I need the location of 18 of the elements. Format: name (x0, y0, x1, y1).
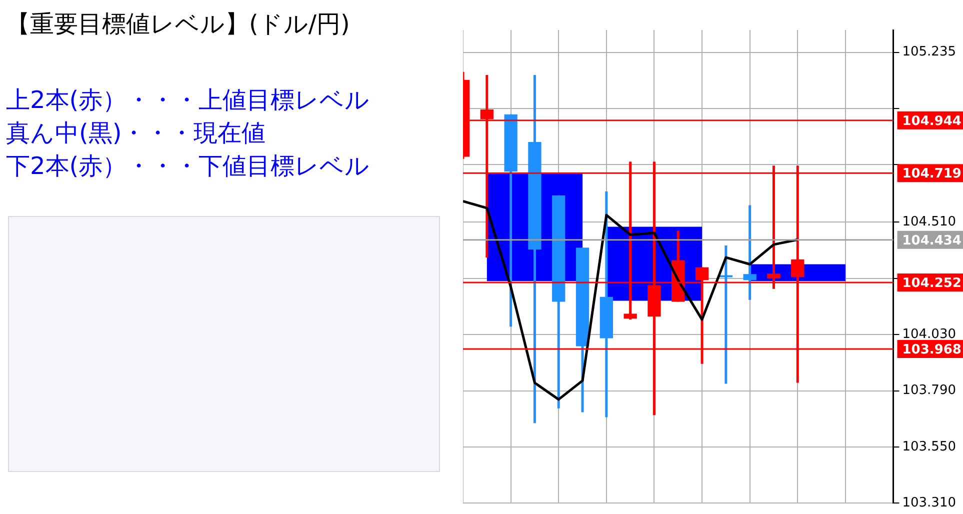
y-tick-label: 103.790 (902, 383, 956, 398)
y-tick-label: 105.235 (902, 44, 956, 60)
candlestick (528, 74, 542, 424)
candlestick (719, 244, 732, 385)
candlestick (743, 204, 756, 302)
text: 真ん中(黒)・・・現在値 (6, 118, 266, 149)
ref-line-label: 103.968 (902, 342, 962, 358)
y-tick-label: 104.030 (902, 326, 956, 342)
y-tick-label: 103.310 (902, 496, 956, 511)
ref-line-label: 104.434 (902, 233, 962, 248)
y-tick-label: 103.550 (902, 439, 956, 454)
ref-line-label: 104.944 (902, 114, 962, 129)
text: 上2本(赤）・・・上値目標レベル (6, 85, 370, 116)
text: 下2本(赤）・・・下値目標レベル (6, 151, 370, 182)
ref-line-label: 104.719 (902, 166, 962, 182)
y-tick-label: 104.510 (902, 214, 956, 230)
ref-line-label: 104.252 (902, 276, 962, 291)
text: 【重要目標値レベル】(ドル/円) (6, 9, 350, 40)
